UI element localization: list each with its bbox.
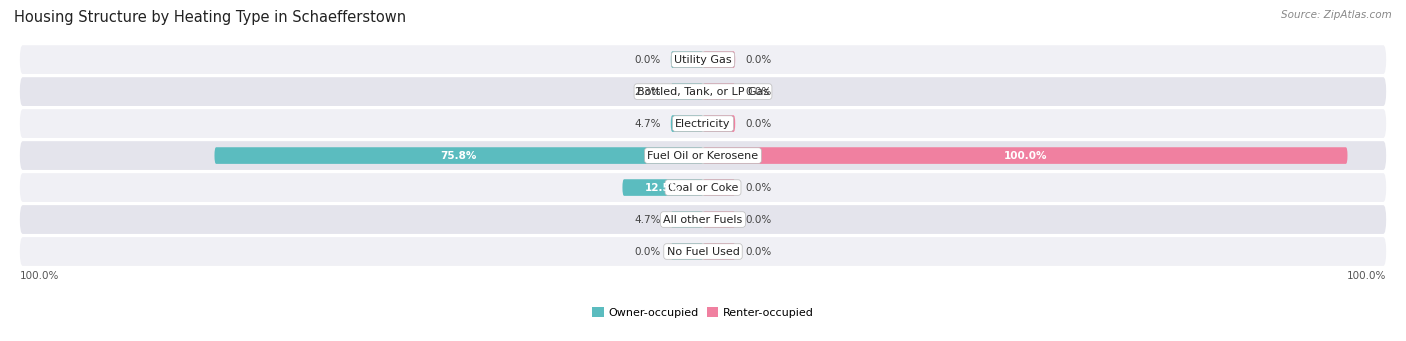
Text: 0.0%: 0.0% xyxy=(636,55,661,64)
FancyBboxPatch shape xyxy=(703,211,735,228)
Text: 4.7%: 4.7% xyxy=(634,214,661,224)
Text: Source: ZipAtlas.com: Source: ZipAtlas.com xyxy=(1281,10,1392,20)
FancyBboxPatch shape xyxy=(671,243,703,260)
Text: 12.5%: 12.5% xyxy=(644,182,681,193)
FancyBboxPatch shape xyxy=(20,77,1386,106)
FancyBboxPatch shape xyxy=(703,147,1347,164)
FancyBboxPatch shape xyxy=(703,243,735,260)
FancyBboxPatch shape xyxy=(20,237,1386,266)
FancyBboxPatch shape xyxy=(703,115,735,132)
FancyBboxPatch shape xyxy=(20,205,1386,234)
Text: Bottled, Tank, or LP Gas: Bottled, Tank, or LP Gas xyxy=(637,87,769,97)
FancyBboxPatch shape xyxy=(623,179,703,196)
Text: Fuel Oil or Kerosene: Fuel Oil or Kerosene xyxy=(647,151,759,161)
Text: 0.0%: 0.0% xyxy=(745,55,770,64)
Text: No Fuel Used: No Fuel Used xyxy=(666,247,740,256)
Text: 0.0%: 0.0% xyxy=(745,214,770,224)
Text: 0.0%: 0.0% xyxy=(636,247,661,256)
FancyBboxPatch shape xyxy=(20,45,1386,74)
Text: 0.0%: 0.0% xyxy=(745,87,770,97)
Text: Electricity: Electricity xyxy=(675,119,731,129)
Text: 2.3%: 2.3% xyxy=(634,87,661,97)
Text: Utility Gas: Utility Gas xyxy=(675,55,731,64)
Text: 100.0%: 100.0% xyxy=(20,271,59,281)
FancyBboxPatch shape xyxy=(20,109,1386,138)
FancyBboxPatch shape xyxy=(703,179,735,196)
FancyBboxPatch shape xyxy=(671,211,703,228)
FancyBboxPatch shape xyxy=(703,51,735,68)
Text: Housing Structure by Heating Type in Schaefferstown: Housing Structure by Heating Type in Sch… xyxy=(14,10,406,25)
Text: 4.7%: 4.7% xyxy=(634,119,661,129)
Text: All other Fuels: All other Fuels xyxy=(664,214,742,224)
FancyBboxPatch shape xyxy=(671,115,703,132)
FancyBboxPatch shape xyxy=(671,51,703,68)
FancyBboxPatch shape xyxy=(671,83,703,100)
Text: 75.8%: 75.8% xyxy=(440,151,477,161)
FancyBboxPatch shape xyxy=(215,147,703,164)
FancyBboxPatch shape xyxy=(703,83,735,100)
Text: 0.0%: 0.0% xyxy=(745,182,770,193)
FancyBboxPatch shape xyxy=(20,141,1386,170)
Legend: Owner-occupied, Renter-occupied: Owner-occupied, Renter-occupied xyxy=(592,307,814,318)
Text: 0.0%: 0.0% xyxy=(745,119,770,129)
Text: 0.0%: 0.0% xyxy=(745,247,770,256)
Text: 100.0%: 100.0% xyxy=(1004,151,1047,161)
Text: Coal or Coke: Coal or Coke xyxy=(668,182,738,193)
FancyBboxPatch shape xyxy=(20,173,1386,202)
Text: 100.0%: 100.0% xyxy=(1347,271,1386,281)
